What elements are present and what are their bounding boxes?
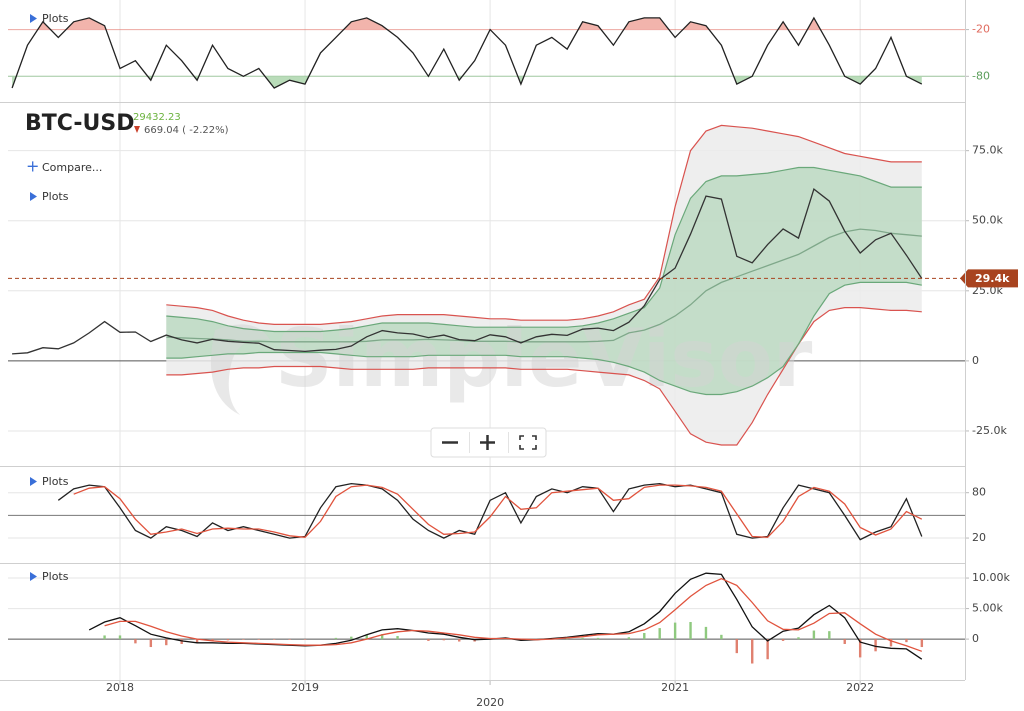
- y-tick-label: 0: [972, 354, 979, 367]
- price-change: 669.04 ( -2.22%): [144, 125, 229, 136]
- histogram-bar: [812, 630, 816, 640]
- x-tick-label: 2021: [661, 681, 689, 694]
- histogram-bar: [226, 639, 230, 641]
- compare-icon: +: [26, 157, 39, 176]
- histogram-bar: [766, 639, 769, 660]
- histogram-bar: [658, 628, 661, 640]
- button-area[interactable]: [509, 428, 546, 457]
- fullscreen-button[interactable]: [509, 428, 546, 457]
- x-tick-label: 2020: [476, 696, 504, 709]
- histogram-bar: [118, 635, 122, 640]
- fullscreen-icon: [519, 435, 537, 450]
- histogram-bar: [874, 639, 877, 652]
- histogram-bar: [134, 639, 137, 644]
- histogram-bar: [103, 635, 106, 640]
- band-upper-line: [166, 166, 922, 333]
- histogram-bar: [211, 639, 214, 641]
- y-tick-label: 5.00k: [972, 602, 1003, 615]
- histogram-bar: [365, 634, 368, 640]
- x-tick-label: 2022: [846, 681, 874, 694]
- histogram-bar: [165, 639, 168, 646]
- histogram-bar: [257, 639, 260, 640]
- histogram-bar: [858, 639, 862, 658]
- plots-label[interactable]: Plots: [42, 570, 69, 583]
- histogram-bar: [303, 639, 307, 640]
- band-lower-line: [166, 281, 922, 396]
- histogram-bar: [843, 639, 846, 644]
- watermark-logo: [210, 324, 270, 415]
- histogram-bar: [288, 639, 291, 640]
- histogram-bar: [673, 622, 677, 640]
- x-tick-label: 2018: [106, 681, 134, 694]
- watermark: SimpleVisor: [210, 312, 813, 415]
- histogram-bar: [380, 634, 384, 640]
- histogram-bar: [596, 637, 600, 640]
- price-tag: [960, 269, 1018, 288]
- histogram-bar: [643, 632, 646, 640]
- series-line: [166, 228, 922, 343]
- histogram-bar: [427, 639, 430, 641]
- zoom-out-button[interactable]: [431, 428, 469, 457]
- zoom-controls: [430, 427, 547, 458]
- y-tick-label: 50.0k: [972, 214, 1003, 227]
- y-tick-label: -20: [972, 23, 990, 36]
- histogram-bar: [704, 626, 708, 640]
- histogram-bar: [581, 637, 584, 640]
- y-tick-label: -80: [972, 69, 990, 82]
- series-line: [73, 484, 923, 538]
- histogram-bar: [627, 637, 631, 640]
- y-tick-label: 10.00k: [972, 571, 1010, 584]
- histogram-bar: [195, 639, 199, 643]
- series-line: [12, 188, 923, 355]
- histogram-bar: [920, 639, 924, 648]
- histogram-bar: [720, 634, 723, 640]
- plots-icon: [30, 572, 37, 581]
- histogram-bar: [458, 639, 461, 642]
- watermark-text: SimpleVisor: [275, 312, 813, 405]
- histogram-bar: [334, 637, 338, 640]
- plots-label[interactable]: Plots: [42, 190, 69, 203]
- compare-button[interactable]: Compare...: [42, 161, 102, 174]
- series-line: [104, 577, 923, 652]
- histogram-bar: [350, 636, 353, 640]
- symbol-title: BTC-USD: [25, 111, 135, 136]
- y-tick-label: 80: [972, 486, 986, 499]
- plots-icon: [30, 14, 37, 23]
- zoom-in-button[interactable]: [470, 428, 508, 457]
- histogram-bar: [689, 622, 692, 640]
- plots-icon: [30, 477, 37, 486]
- plots-label[interactable]: Plots: [42, 12, 69, 25]
- histogram-bar: [565, 638, 569, 640]
- histogram-bar: [781, 639, 785, 641]
- histogram-bar: [442, 639, 446, 641]
- x-tick-label: 2019: [291, 681, 319, 694]
- histogram-bar: [396, 636, 399, 640]
- y-tick-label: 20: [972, 531, 986, 544]
- price-tag-label: 29.4k: [975, 272, 1010, 285]
- series-line: [11, 16, 923, 89]
- y-tick-label: 75.0k: [972, 144, 1003, 157]
- histogram-bar: [828, 631, 831, 640]
- last-price: 29432.23: [133, 112, 181, 123]
- plots-label[interactable]: Plots: [42, 475, 69, 488]
- histogram-bar: [797, 637, 800, 640]
- histogram-bar: [242, 639, 245, 640]
- y-tick-label: 0: [972, 632, 979, 645]
- panel-frame: [0, 0, 966, 681]
- histogram-bar: [149, 639, 153, 648]
- band-upper-line: [166, 124, 922, 325]
- histogram-bar: [735, 639, 738, 654]
- histogram-bar: [889, 639, 893, 647]
- plots-icon: [30, 192, 37, 201]
- y-tick-label: -25.0k: [972, 424, 1007, 437]
- histogram-bar: [273, 639, 276, 640]
- histogram-bar: [905, 639, 908, 643]
- band-area: [166, 167, 922, 395]
- histogram-bar: [751, 639, 754, 664]
- down-arrow: [134, 126, 140, 133]
- panel-labels: Plots BTC-USD 29432.23 669.04 ( -2.22%) …: [25, 12, 229, 583]
